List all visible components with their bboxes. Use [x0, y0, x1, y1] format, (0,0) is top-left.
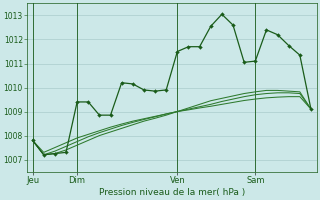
X-axis label: Pression niveau de la mer( hPa ): Pression niveau de la mer( hPa ) [99, 188, 245, 197]
